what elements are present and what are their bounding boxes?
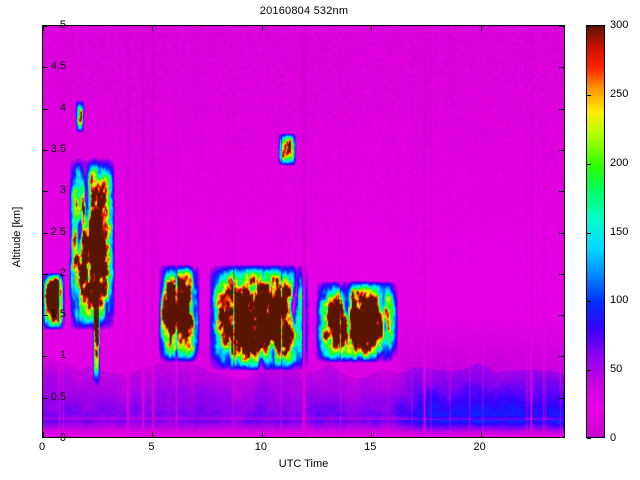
colorbar-tick: [587, 163, 591, 165]
y-tick: [559, 356, 564, 358]
colorbar-tick-label: 200: [610, 156, 629, 169]
x-axis-title: UTC Time: [278, 458, 329, 470]
y-tick: [43, 191, 48, 193]
colorbar-gradient: [587, 26, 604, 437]
y-tick: [559, 273, 564, 275]
y-tick: [559, 315, 564, 317]
x-tick: [261, 26, 263, 31]
colorbar-tick-label: 250: [610, 87, 629, 100]
x-tick-label: 10: [254, 441, 267, 453]
x-tick-label: 15: [364, 441, 377, 453]
plot-title: 20160804 532nm: [259, 5, 349, 17]
colorbar-tick-label: 150: [610, 225, 629, 238]
y-tick: [559, 67, 564, 69]
colorbar-tick: [587, 301, 591, 303]
y-tick: [43, 397, 48, 399]
heatmap-canvas: [43, 26, 564, 437]
x-tick: [43, 26, 44, 31]
y-tick: [43, 149, 48, 151]
colorbar-tick: [587, 370, 591, 372]
y-tick: [43, 273, 48, 275]
heatmap-plot-area: [42, 25, 565, 438]
y-tick: [43, 356, 48, 358]
x-tick: [152, 432, 154, 437]
x-tick: [43, 432, 44, 437]
x-tick: [480, 26, 482, 31]
y-tick: [43, 67, 48, 69]
y-tick-label: 4.5: [50, 60, 66, 73]
y-tick: [559, 232, 564, 234]
colorbar-tick: [587, 438, 591, 439]
x-tick: [371, 432, 373, 437]
y-tick: [43, 26, 48, 27]
colorbar-tick-label: 50: [610, 363, 623, 376]
y-tick-label: 3.5: [50, 142, 66, 155]
y-tick-label: 1.5: [50, 308, 66, 321]
y-tick-label: 0.5: [50, 390, 66, 403]
x-tick: [480, 432, 482, 437]
y-tick: [43, 108, 48, 110]
y-tick-label: 2.5: [50, 225, 66, 238]
colorbar-tick: [587, 26, 591, 27]
y-tick-label: 2: [59, 266, 66, 279]
x-tick-label: 20: [473, 441, 486, 453]
y-tick-label: 0: [59, 432, 66, 444]
y-tick: [559, 397, 564, 399]
colorbar-tick-label: 300: [610, 19, 629, 31]
y-tick: [559, 26, 564, 27]
colorbar-tick: [587, 94, 591, 96]
colorbar-tick: [587, 232, 591, 234]
colorbar-tick-label: 100: [610, 294, 629, 307]
y-tick: [43, 315, 48, 317]
y-tick: [559, 108, 564, 110]
x-tick: [371, 26, 373, 31]
x-tick: [261, 432, 263, 437]
y-tick: [559, 149, 564, 151]
y-tick: [43, 232, 48, 234]
x-tick: [152, 26, 154, 31]
y-tick-label: 3: [59, 184, 66, 197]
y-tick: [559, 191, 564, 193]
colorbar-tick-label: 0: [610, 432, 617, 444]
y-axis-title: Altitude [km]: [11, 206, 23, 268]
y-tick-label: 4: [59, 101, 66, 114]
y-tick-label: 1: [59, 349, 66, 362]
y-tick-label: 5: [59, 19, 66, 31]
x-tick-label: 0: [38, 441, 46, 453]
x-tick-label: 5: [148, 441, 155, 453]
colorbar: [586, 25, 605, 439]
